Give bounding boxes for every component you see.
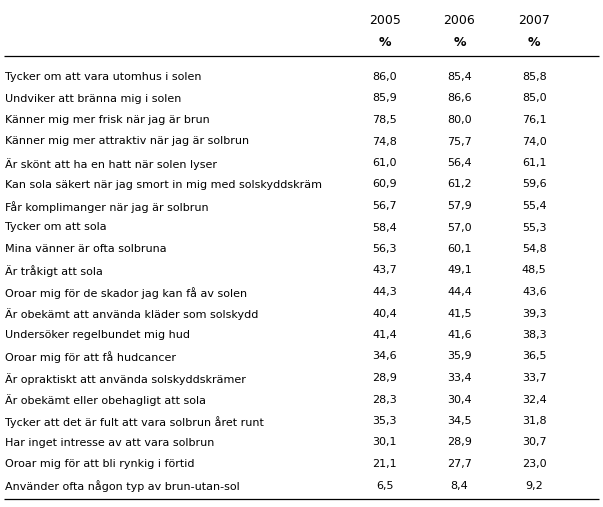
Text: 43,7: 43,7 [372,266,397,275]
Text: 32,4: 32,4 [522,394,547,405]
Text: %: % [379,36,391,49]
Text: 44,3: 44,3 [372,287,397,297]
Text: 85,4: 85,4 [447,72,472,82]
Text: 35,9: 35,9 [447,351,472,361]
Text: 60,9: 60,9 [373,179,397,190]
Text: 33,4: 33,4 [447,373,472,383]
Text: 43,6: 43,6 [522,287,546,297]
Text: 61,0: 61,0 [373,158,397,168]
Text: 30,1: 30,1 [373,438,397,448]
Text: 41,4: 41,4 [372,330,397,340]
Text: 86,6: 86,6 [447,93,472,103]
Text: Undersöker regelbundet mig hud: Undersöker regelbundet mig hud [5,330,190,340]
Text: 35,3: 35,3 [373,416,397,426]
Text: 57,0: 57,0 [447,223,472,233]
Text: 6,5: 6,5 [376,481,394,490]
Text: Använder ofta någon typ av brun-utan-sol: Använder ofta någon typ av brun-utan-sol [5,481,240,492]
Text: 33,7: 33,7 [522,373,546,383]
Text: 85,0: 85,0 [522,93,546,103]
Text: 74,8: 74,8 [372,136,397,147]
Text: 30,7: 30,7 [522,438,546,448]
Text: 80,0: 80,0 [447,115,472,125]
Text: Tycker om att vara utomhus i solen: Tycker om att vara utomhus i solen [5,72,201,82]
Text: 58,4: 58,4 [372,223,397,233]
Text: Får komplimanger när jag är solbrun: Får komplimanger när jag är solbrun [5,201,209,213]
Text: Mina vänner är ofta solbruna: Mina vänner är ofta solbruna [5,244,166,254]
Text: Har inget intresse av att vara solbrun: Har inget intresse av att vara solbrun [5,438,215,448]
Text: Är obekämt att använda kläder som solskydd: Är obekämt att använda kläder som solsky… [5,308,258,320]
Text: 75,7: 75,7 [447,136,472,147]
Text: 74,0: 74,0 [522,136,547,147]
Text: 44,4: 44,4 [447,287,472,297]
Text: %: % [528,36,540,49]
Text: 61,2: 61,2 [447,179,472,190]
Text: 55,4: 55,4 [522,201,546,211]
Text: Oroar mig för att bli rynkig i förtid: Oroar mig för att bli rynkig i förtid [5,459,195,469]
Text: 60,1: 60,1 [447,244,472,254]
Text: Är tråkigt att sola: Är tråkigt att sola [5,266,103,277]
Text: 41,6: 41,6 [447,330,472,340]
Text: Är skönt att ha en hatt när solen lyser: Är skönt att ha en hatt när solen lyser [5,158,217,170]
Text: 56,7: 56,7 [373,201,397,211]
Text: 85,9: 85,9 [372,93,397,103]
Text: Känner mig mer attraktiv när jag är solbrun: Känner mig mer attraktiv när jag är solb… [5,136,249,147]
Text: 28,9: 28,9 [447,438,472,448]
Text: Tycker att det är fult att vara solbrun året runt: Tycker att det är fult att vara solbrun … [5,416,264,428]
Text: 54,8: 54,8 [522,244,547,254]
Text: 61,1: 61,1 [522,158,546,168]
Text: 9,2: 9,2 [525,481,543,490]
Text: 28,9: 28,9 [372,373,397,383]
Text: 23,0: 23,0 [522,459,546,469]
Text: 2007: 2007 [519,14,550,27]
Text: Känner mig mer frisk när jag är brun: Känner mig mer frisk när jag är brun [5,115,210,125]
Text: 41,5: 41,5 [447,308,472,318]
Text: 85,8: 85,8 [522,72,547,82]
Text: 76,1: 76,1 [522,115,546,125]
Text: 55,3: 55,3 [522,223,546,233]
Text: 21,1: 21,1 [373,459,397,469]
Text: 30,4: 30,4 [447,394,472,405]
Text: 40,4: 40,4 [372,308,397,318]
Text: 8,4: 8,4 [450,481,469,490]
Text: 2005: 2005 [369,14,400,27]
Text: 28,3: 28,3 [372,394,397,405]
Text: Oroar mig för de skador jag kan få av solen: Oroar mig för de skador jag kan få av so… [5,287,247,299]
Text: Undviker att bränna mig i solen: Undviker att bränna mig i solen [5,93,182,103]
Text: 56,4: 56,4 [447,158,472,168]
Text: 59,6: 59,6 [522,179,546,190]
Text: 49,1: 49,1 [447,266,472,275]
Text: Tycker om att sola: Tycker om att sola [5,223,107,233]
Text: 86,0: 86,0 [373,72,397,82]
Text: 34,5: 34,5 [447,416,472,426]
Text: 36,5: 36,5 [522,351,546,361]
Text: 38,3: 38,3 [522,330,546,340]
Text: 48,5: 48,5 [522,266,547,275]
Text: Är obekämt eller obehagligt att sola: Är obekämt eller obehagligt att sola [5,394,206,407]
Text: 57,9: 57,9 [447,201,472,211]
Text: 78,5: 78,5 [372,115,397,125]
Text: 34,6: 34,6 [373,351,397,361]
Text: 31,8: 31,8 [522,416,546,426]
Text: 27,7: 27,7 [447,459,472,469]
Text: 39,3: 39,3 [522,308,546,318]
Text: Oroar mig för att få hudcancer: Oroar mig för att få hudcancer [5,351,176,364]
Text: 2006: 2006 [444,14,475,27]
Text: Är opraktiskt att använda solskyddskrämer: Är opraktiskt att använda solskyddskräme… [5,373,246,385]
Text: Kan sola säkert när jag smort in mig med solskyddskräm: Kan sola säkert när jag smort in mig med… [5,179,322,190]
Text: %: % [453,36,466,49]
Text: 56,3: 56,3 [373,244,397,254]
